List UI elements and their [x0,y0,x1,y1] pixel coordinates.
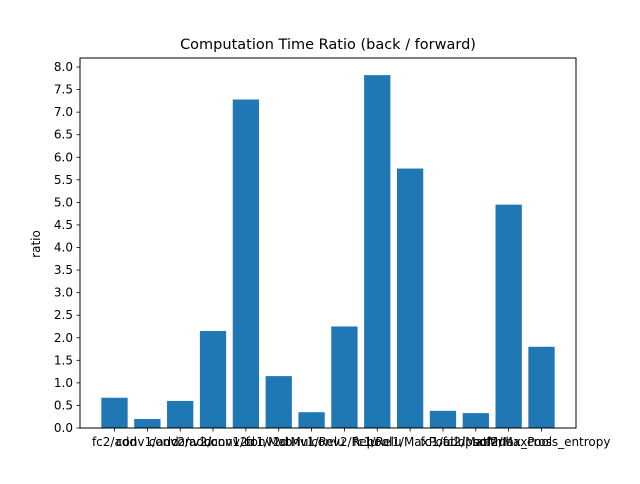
x-tick-label: conv2/conv2d [171,435,255,449]
bar-pool2-maxpool [495,204,522,428]
x-tick-label: conv1/conv2d [204,435,288,449]
bar-conv1-relu [298,412,325,428]
bar-conv2-add [167,400,194,428]
x-tick-label: softmax_cross_entropy [473,435,611,449]
y-tick-label: 5.5 [54,173,73,187]
x-tick-label: fc1/MatMul [246,435,312,449]
y-tick-label: 6.0 [54,150,73,164]
y-tick-label: 1.0 [54,376,73,390]
bar-fc1-add [429,410,457,428]
x-tick-label: conv2/Relu [311,435,377,449]
x-tick-label: conv1/add [116,435,179,449]
plot-frame [79,57,577,429]
bar-softmax-cross-entropy [528,346,555,428]
bar-fc1-relu [364,75,391,429]
bar-fc1-matmul [265,376,292,428]
y-tick-label: 3.0 [54,286,73,300]
x-axis: fc2/addconv1/addconv2/addconv2/conv2dcon… [92,428,611,449]
y-tick-label: 0.5 [54,398,73,412]
x-tick-label: conv1/Relu [278,435,344,449]
bar-conv1-add [134,418,161,428]
bar-conv2-relu [331,326,358,428]
x-tick-label: conv2/add [149,435,212,449]
y-tick-label: 4.5 [54,218,73,232]
chart-title: Computation Time Ratio (back / forward) [180,37,476,53]
y-tick-label: 7.0 [54,105,73,119]
bar-conv1-conv2d [232,99,260,428]
y-tick-label: 7.5 [54,83,73,97]
y-tick-label: 2.5 [54,308,73,322]
bar-fc2-add [101,397,128,428]
x-tick-label: fc2/add [92,435,137,449]
x-tick-label: fc1/Relu [353,435,402,449]
y-tick-label: 1.5 [54,353,73,367]
y-tick-label: 6.5 [54,128,73,142]
bars-group [101,75,555,429]
y-axis-label: ratio [29,230,43,258]
x-tick-label: pool1/MaxPool [367,435,454,449]
x-tick-label: fc2/MatMul [443,435,509,449]
y-tick-label: 0.0 [54,421,73,435]
bar-pool1-maxpool [396,168,424,429]
bar-fc2-matmul [462,413,489,428]
x-tick-label: pool2/MaxPool [465,435,552,449]
y-tick-label: 4.0 [54,241,73,255]
bar-conv2-conv2d [199,330,227,428]
y-axis: 0.0 0.5 1.0 1.5 2.0 2.5 3.0 3.5 4.0 4.5 5.0 5.5 6.0 6… [54,60,80,435]
y-tick-label: 8.0 [54,60,73,74]
y-tick-label: 2.0 [54,331,73,345]
x-tick-label: fc1/add [420,435,465,449]
y-tick-label: 5.0 [54,195,73,209]
y-tick-label: 3.5 [54,263,73,277]
